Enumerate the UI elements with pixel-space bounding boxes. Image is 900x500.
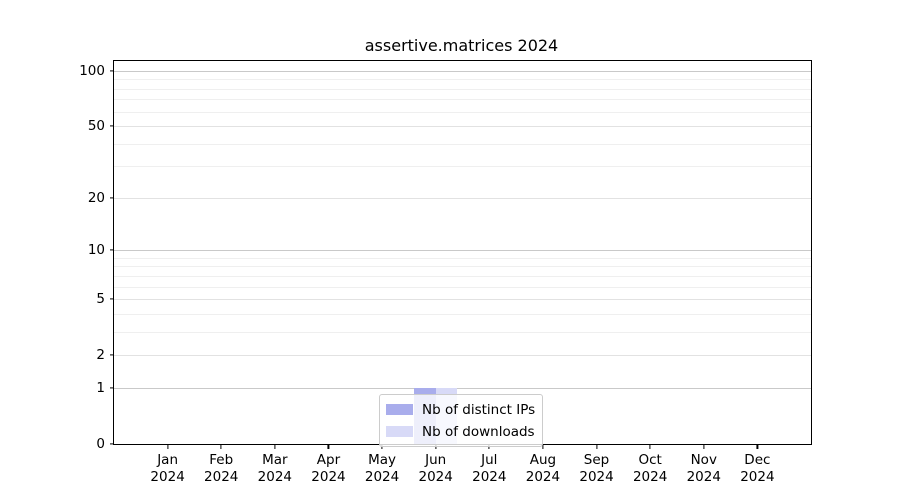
gridline-major-100 bbox=[114, 70, 811, 72]
legend-item-distinct-ips: Nb of distinct IPs bbox=[386, 400, 535, 419]
xtick-label-oct: Oct 2024 bbox=[632, 452, 668, 485]
xtick-label-nov: Nov 2024 bbox=[686, 452, 721, 485]
ytick-mark-2 bbox=[110, 354, 114, 356]
chart-title: assertive.matrices 2024 bbox=[364, 36, 559, 55]
gridline-minor-60 bbox=[114, 111, 811, 113]
ytick-mark-20 bbox=[110, 197, 114, 199]
gridline-major-10 bbox=[114, 250, 811, 252]
xtick-mark-jun bbox=[435, 445, 437, 449]
ytick-label-5: 5 bbox=[96, 291, 105, 308]
xtick-mark-apr bbox=[327, 445, 330, 449]
xtick-label-mar: Mar 2024 bbox=[257, 452, 293, 485]
gridline-major-2 bbox=[114, 355, 811, 357]
gridline-minor-6 bbox=[114, 286, 811, 288]
xtick-label-feb: Feb 2024 bbox=[204, 452, 239, 485]
gridline-minor-40 bbox=[114, 143, 811, 145]
xtick-label-apr: Apr 2024 bbox=[311, 452, 346, 485]
ytick-mark-1 bbox=[110, 387, 114, 389]
xtick-label-sep: Sep 2024 bbox=[579, 452, 614, 485]
xtick-mark-jul bbox=[488, 445, 490, 449]
gridline-minor-30 bbox=[114, 166, 811, 168]
xtick-label-aug: Aug 2024 bbox=[525, 452, 561, 485]
ytick-label-1: 1 bbox=[96, 379, 105, 396]
xtick-label-jan: Jan 2024 bbox=[150, 452, 185, 485]
xtick-mark-aug bbox=[542, 445, 544, 449]
legend-swatch-downloads bbox=[386, 426, 413, 437]
gridline-major-1 bbox=[114, 387, 811, 389]
ytick-mark-50 bbox=[110, 125, 114, 127]
xtick-mark-feb bbox=[220, 445, 222, 449]
xtick-label-jul: Jul 2024 bbox=[472, 452, 507, 485]
plot-area: 0 1 2 5 10 20 50 100 Jan 2024 Feb 2024 Mar 2024 Apr… bbox=[79, 60, 812, 485]
legend-label-distinct-ips: Nb of distinct IPs bbox=[422, 401, 536, 418]
ytick-label-10: 10 bbox=[87, 242, 105, 259]
gridline-major-20 bbox=[114, 197, 811, 199]
ytick-label-20: 20 bbox=[87, 189, 105, 206]
xtick-mark-mar bbox=[274, 445, 276, 449]
xtick-label-jun: Jun 2024 bbox=[418, 452, 453, 485]
ytick-mark-100 bbox=[110, 70, 114, 72]
ytick-label-50: 50 bbox=[87, 118, 105, 135]
ytick-mark-10 bbox=[110, 249, 114, 251]
legend-item-downloads: Nb of downloads bbox=[386, 422, 535, 441]
gridline-major-5 bbox=[114, 299, 811, 301]
gridline-minor-3 bbox=[114, 331, 811, 333]
gridline-minor-80 bbox=[114, 88, 811, 90]
gridline-major-50 bbox=[114, 126, 811, 128]
xtick-mark-sep bbox=[595, 445, 598, 449]
ytick-mark-5 bbox=[110, 298, 114, 300]
gridline-minor-70 bbox=[114, 99, 811, 101]
ytick-label-0: 0 bbox=[96, 436, 105, 452]
xtick-mark-oct bbox=[649, 445, 651, 449]
legend-swatch-distinct-ips bbox=[386, 404, 413, 415]
xtick-label-may: May 2024 bbox=[364, 452, 400, 485]
ytick-label-2: 2 bbox=[96, 347, 105, 364]
xtick-mark-nov bbox=[703, 445, 705, 449]
gridline-minor-8 bbox=[114, 266, 811, 268]
gridline-minor-9 bbox=[114, 257, 811, 259]
gridline-minor-90 bbox=[114, 79, 811, 81]
xtick-mark-jan bbox=[167, 445, 169, 449]
ytick-mark-0 bbox=[110, 443, 114, 445]
gridline-minor-4 bbox=[114, 313, 811, 315]
legend: Nb of distinct IPs Nb of downloads bbox=[379, 394, 544, 447]
xtick-mark-dec bbox=[756, 445, 758, 449]
xtick-mark-may bbox=[381, 445, 383, 449]
ytick-label-100: 100 bbox=[79, 62, 105, 79]
legend-label-downloads: Nb of downloads bbox=[422, 423, 535, 440]
xtick-label-dec: Dec 2024 bbox=[740, 452, 775, 485]
gridline-minor-7 bbox=[114, 275, 811, 277]
